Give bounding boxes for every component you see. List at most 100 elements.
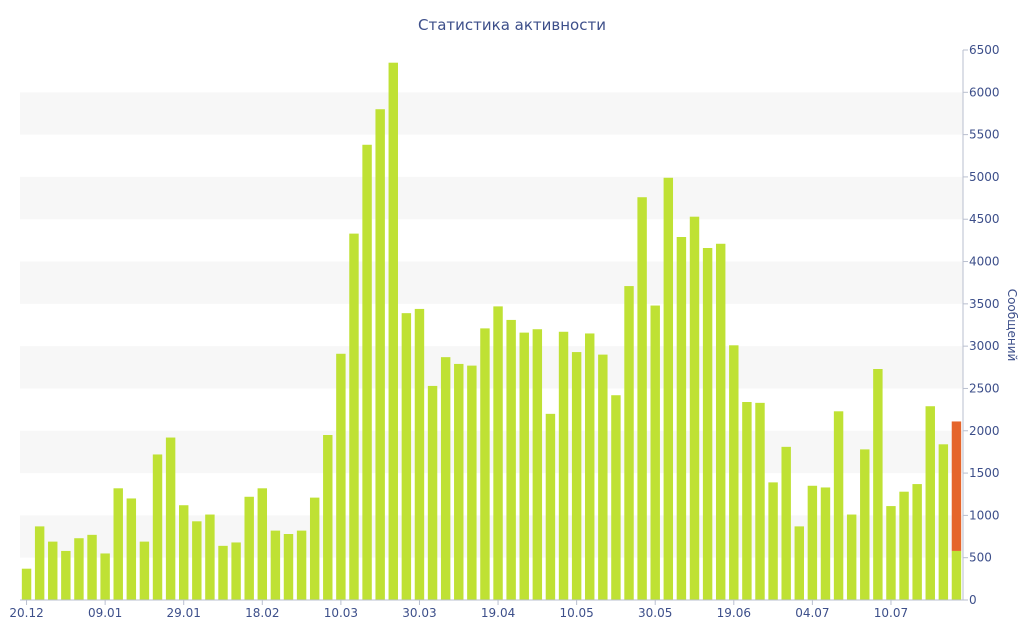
bar — [480, 328, 490, 600]
grid-band — [20, 515, 963, 558]
bar — [388, 62, 398, 600]
bar — [126, 498, 137, 600]
bar — [925, 406, 935, 600]
grid-band — [20, 92, 963, 135]
y-tick-label: 4500 — [969, 212, 1000, 226]
bar — [506, 319, 516, 600]
y-tick-label: 6000 — [969, 85, 1000, 99]
bar — [846, 514, 857, 600]
bar — [532, 329, 543, 600]
bar — [938, 444, 949, 600]
grid-band — [20, 346, 963, 389]
bar — [401, 313, 412, 600]
bar — [231, 542, 241, 600]
bar — [755, 402, 765, 600]
x-tick-label: 30.05 — [638, 606, 672, 620]
y-axis-title: Сообщений — [1005, 289, 1019, 362]
bar — [742, 402, 752, 600]
bar — [454, 363, 464, 600]
bar — [152, 454, 163, 600]
x-tick-label: 19.04 — [481, 606, 515, 620]
bar — [558, 331, 569, 600]
bar — [585, 333, 595, 600]
bar — [545, 413, 556, 600]
bar — [362, 144, 372, 600]
grid-bands — [20, 92, 963, 558]
bar — [676, 237, 687, 600]
bar — [702, 248, 713, 600]
bar — [715, 243, 726, 600]
y-tick-label: 1000 — [969, 508, 1000, 522]
grid-band — [20, 261, 963, 304]
bar — [571, 352, 582, 600]
bar — [375, 109, 385, 600]
bar — [440, 357, 451, 600]
bar — [689, 216, 700, 600]
x-tick-label: 10.07 — [874, 606, 908, 620]
bar — [296, 530, 307, 600]
bar — [650, 305, 660, 600]
x-tick-label: 20.12 — [9, 606, 43, 620]
bar-highlight-segment — [951, 421, 962, 551]
x-tick-label: 19.06 — [717, 606, 751, 620]
x-tick-label: 30.03 — [402, 606, 436, 620]
chart-title: Статистика активности — [418, 16, 606, 34]
bar — [61, 550, 71, 600]
x-axis-ticks: 20.12 09.01 29.01 18.02 10.03 30.03 19.04 10.05… — [9, 600, 908, 620]
bar — [860, 449, 870, 600]
bar — [414, 308, 425, 600]
bar — [165, 437, 176, 600]
bar — [886, 506, 896, 600]
bar — [781, 446, 791, 600]
bar — [598, 354, 608, 600]
x-tick-label: 10.03 — [324, 606, 358, 620]
bar — [87, 534, 97, 600]
x-tick-label: 29.01 — [167, 606, 201, 620]
grid-band — [20, 430, 963, 474]
grid-band — [20, 176, 963, 220]
x-tick-label: 09.01 — [88, 606, 122, 620]
bar — [336, 353, 346, 600]
bar — [257, 488, 268, 600]
bar — [729, 345, 739, 600]
bar — [663, 177, 674, 600]
bar — [637, 197, 647, 600]
y-tick-label: 0 — [969, 593, 977, 607]
y-tick-label: 2500 — [969, 381, 1000, 395]
bar — [48, 541, 58, 600]
bar — [427, 385, 438, 600]
y-tick-label: 5500 — [969, 128, 1000, 142]
bar — [323, 435, 333, 600]
x-tick-label: 18.02 — [245, 606, 279, 620]
bar — [21, 568, 32, 600]
bar — [794, 526, 804, 600]
bar — [519, 332, 529, 600]
bar — [349, 233, 359, 600]
bar — [192, 521, 202, 600]
bar — [951, 550, 962, 600]
bar — [113, 488, 123, 600]
y-tick-label: 1500 — [969, 466, 1000, 480]
bars — [21, 62, 962, 600]
y-tick-label: 6500 — [969, 43, 1000, 57]
bar — [768, 482, 778, 600]
bar — [309, 497, 320, 600]
bar — [283, 534, 294, 600]
y-tick-label: 3500 — [969, 297, 1000, 311]
bar — [244, 496, 254, 600]
bar — [218, 545, 228, 600]
bar — [139, 541, 150, 600]
x-tick-label: 10.05 — [559, 606, 593, 620]
bar — [100, 553, 110, 600]
bar — [611, 395, 621, 600]
bar — [493, 306, 503, 600]
y-tick-label: 4000 — [969, 255, 1000, 269]
bar — [899, 491, 909, 600]
bar — [833, 411, 844, 600]
y-tick-label: 2000 — [969, 424, 1000, 438]
y-tick-label: 500 — [969, 551, 992, 565]
bar — [179, 505, 189, 600]
bar — [74, 538, 84, 600]
bar — [205, 514, 215, 600]
